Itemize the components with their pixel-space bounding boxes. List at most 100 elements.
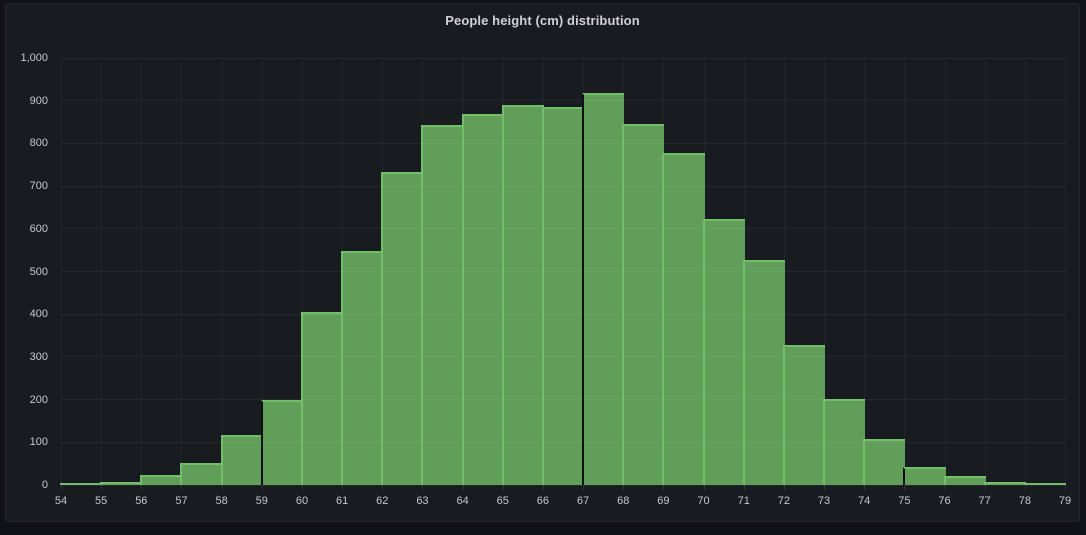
histogram-bar [782, 345, 826, 485]
x-gridline [1024, 58, 1026, 485]
x-axis-tick [783, 485, 785, 490]
histogram-bar [60, 483, 103, 485]
y-gridline [61, 228, 1065, 230]
x-axis-tick-label: 65 [496, 495, 509, 507]
grafana-panel: People height (cm) distribution 0 100 200 3… [5, 3, 1080, 522]
y-gridline [61, 441, 1065, 443]
x-gridline [984, 58, 986, 485]
x-axis-tick [944, 485, 946, 490]
y-axis-tick-label: 700 [29, 180, 48, 193]
y-axis-tick-label: 900 [29, 94, 48, 107]
x-axis-tick-label: 60 [295, 495, 309, 507]
x-axis-tick [141, 485, 143, 490]
x-gridline [864, 58, 866, 485]
y-axis-tick-label: 1,000 [20, 52, 48, 64]
x-axis-tick [703, 485, 705, 490]
y-gridline [61, 313, 1065, 315]
y-gridline [61, 142, 1065, 144]
x-gridline [101, 58, 103, 485]
x-axis-tick-label: 68 [617, 495, 630, 507]
histogram-bar [903, 467, 946, 485]
x-axis-tick [502, 485, 504, 490]
x-axis-tick-label: 75 [898, 495, 911, 507]
x-gridline [301, 58, 303, 485]
x-axis-tick-label: 73 [817, 495, 831, 507]
x-axis-tick [1065, 485, 1066, 490]
x-axis-tick-label: 78 [1018, 495, 1031, 507]
x-axis-tick-label: 74 [858, 495, 871, 507]
histogram-bar [461, 114, 504, 485]
x-axis-tick-label: 58 [215, 495, 228, 507]
x-gridline [181, 58, 183, 485]
x-axis-tick-label: 66 [536, 495, 550, 507]
x-gridline [221, 58, 223, 485]
histogram-bar [823, 399, 866, 485]
x-gridline [824, 58, 826, 485]
x-axis-tick-label: 76 [938, 495, 951, 507]
x-gridline [61, 58, 62, 485]
x-axis-tick-label: 79 [1058, 495, 1072, 507]
histogram-bar [260, 400, 303, 485]
histogram-bar [742, 260, 785, 485]
y-axis-tick-label: 800 [29, 137, 48, 150]
histogram-bar [943, 476, 986, 485]
x-axis-tick [1024, 485, 1026, 490]
x-axis-tick [663, 485, 665, 490]
histogram-bar [180, 463, 223, 485]
y-axis-tick-label: 100 [29, 436, 48, 449]
x-axis-tick [984, 485, 986, 490]
x-axis-tick-label: 57 [175, 495, 188, 507]
x-axis-tick [382, 485, 384, 490]
x-axis-tick-label: 71 [737, 495, 750, 507]
y-gridline [61, 185, 1065, 187]
histogram-bar [421, 125, 464, 485]
y-gridline [61, 57, 1065, 59]
x-axis-tick [61, 485, 62, 490]
x-axis-tick [342, 485, 344, 490]
y-gridline [61, 356, 1065, 358]
x-gridline [141, 58, 143, 485]
x-axis-tick-label: 54 [54, 495, 68, 507]
x-axis-tick-label: 62 [376, 495, 389, 507]
histogram-bar [341, 251, 384, 485]
x-axis-tick-label: 67 [576, 495, 590, 507]
panel-title[interactable]: People height (cm) distribution [445, 13, 640, 28]
y-axis-tick-label: 500 [29, 265, 48, 278]
x-axis-tick-label: 69 [657, 495, 670, 507]
panel-header: People height (cm) distribution [6, 12, 1079, 30]
x-axis-tick-label: 77 [978, 495, 991, 507]
y-gridline [61, 271, 1065, 272]
y-axis-tick-label: 0 [41, 479, 48, 491]
histogram-bar [100, 482, 143, 485]
histogram-bar [582, 93, 625, 485]
x-axis-tick [101, 485, 103, 490]
x-axis-tick-label: 70 [697, 495, 710, 507]
y-axis-tick-label: 200 [29, 393, 48, 406]
x-axis-tick [864, 485, 866, 490]
x-axis-tick-label: 61 [335, 495, 349, 507]
x-axis-tick [743, 485, 745, 490]
y-axis-tick-label: 300 [29, 350, 48, 363]
x-axis-tick-label: 59 [255, 495, 268, 507]
y-axis-tick-label: 400 [29, 308, 48, 321]
histogram-bar [300, 312, 344, 485]
x-axis-tick [462, 485, 464, 490]
histogram-bar [622, 124, 665, 485]
histogram-bar [381, 172, 424, 485]
x-gridline [261, 58, 263, 485]
y-gridline [61, 100, 1065, 102]
histogram-bar [220, 435, 263, 485]
y-gridline [61, 484, 1065, 486]
histogram-bar [662, 153, 705, 485]
x-axis-tick-label: 64 [456, 495, 469, 507]
x-axis-tick [542, 485, 544, 490]
x-axis-tick-label: 55 [95, 495, 108, 507]
x-axis-tick-label: 56 [135, 495, 148, 507]
x-axis-tick [261, 485, 263, 490]
x-axis-tick-label: 63 [416, 495, 429, 507]
x-gridline [1065, 58, 1066, 485]
x-gridline [944, 58, 946, 485]
x-axis-tick [583, 485, 585, 490]
x-axis-tick [181, 485, 183, 490]
y-gridline [61, 399, 1065, 401]
